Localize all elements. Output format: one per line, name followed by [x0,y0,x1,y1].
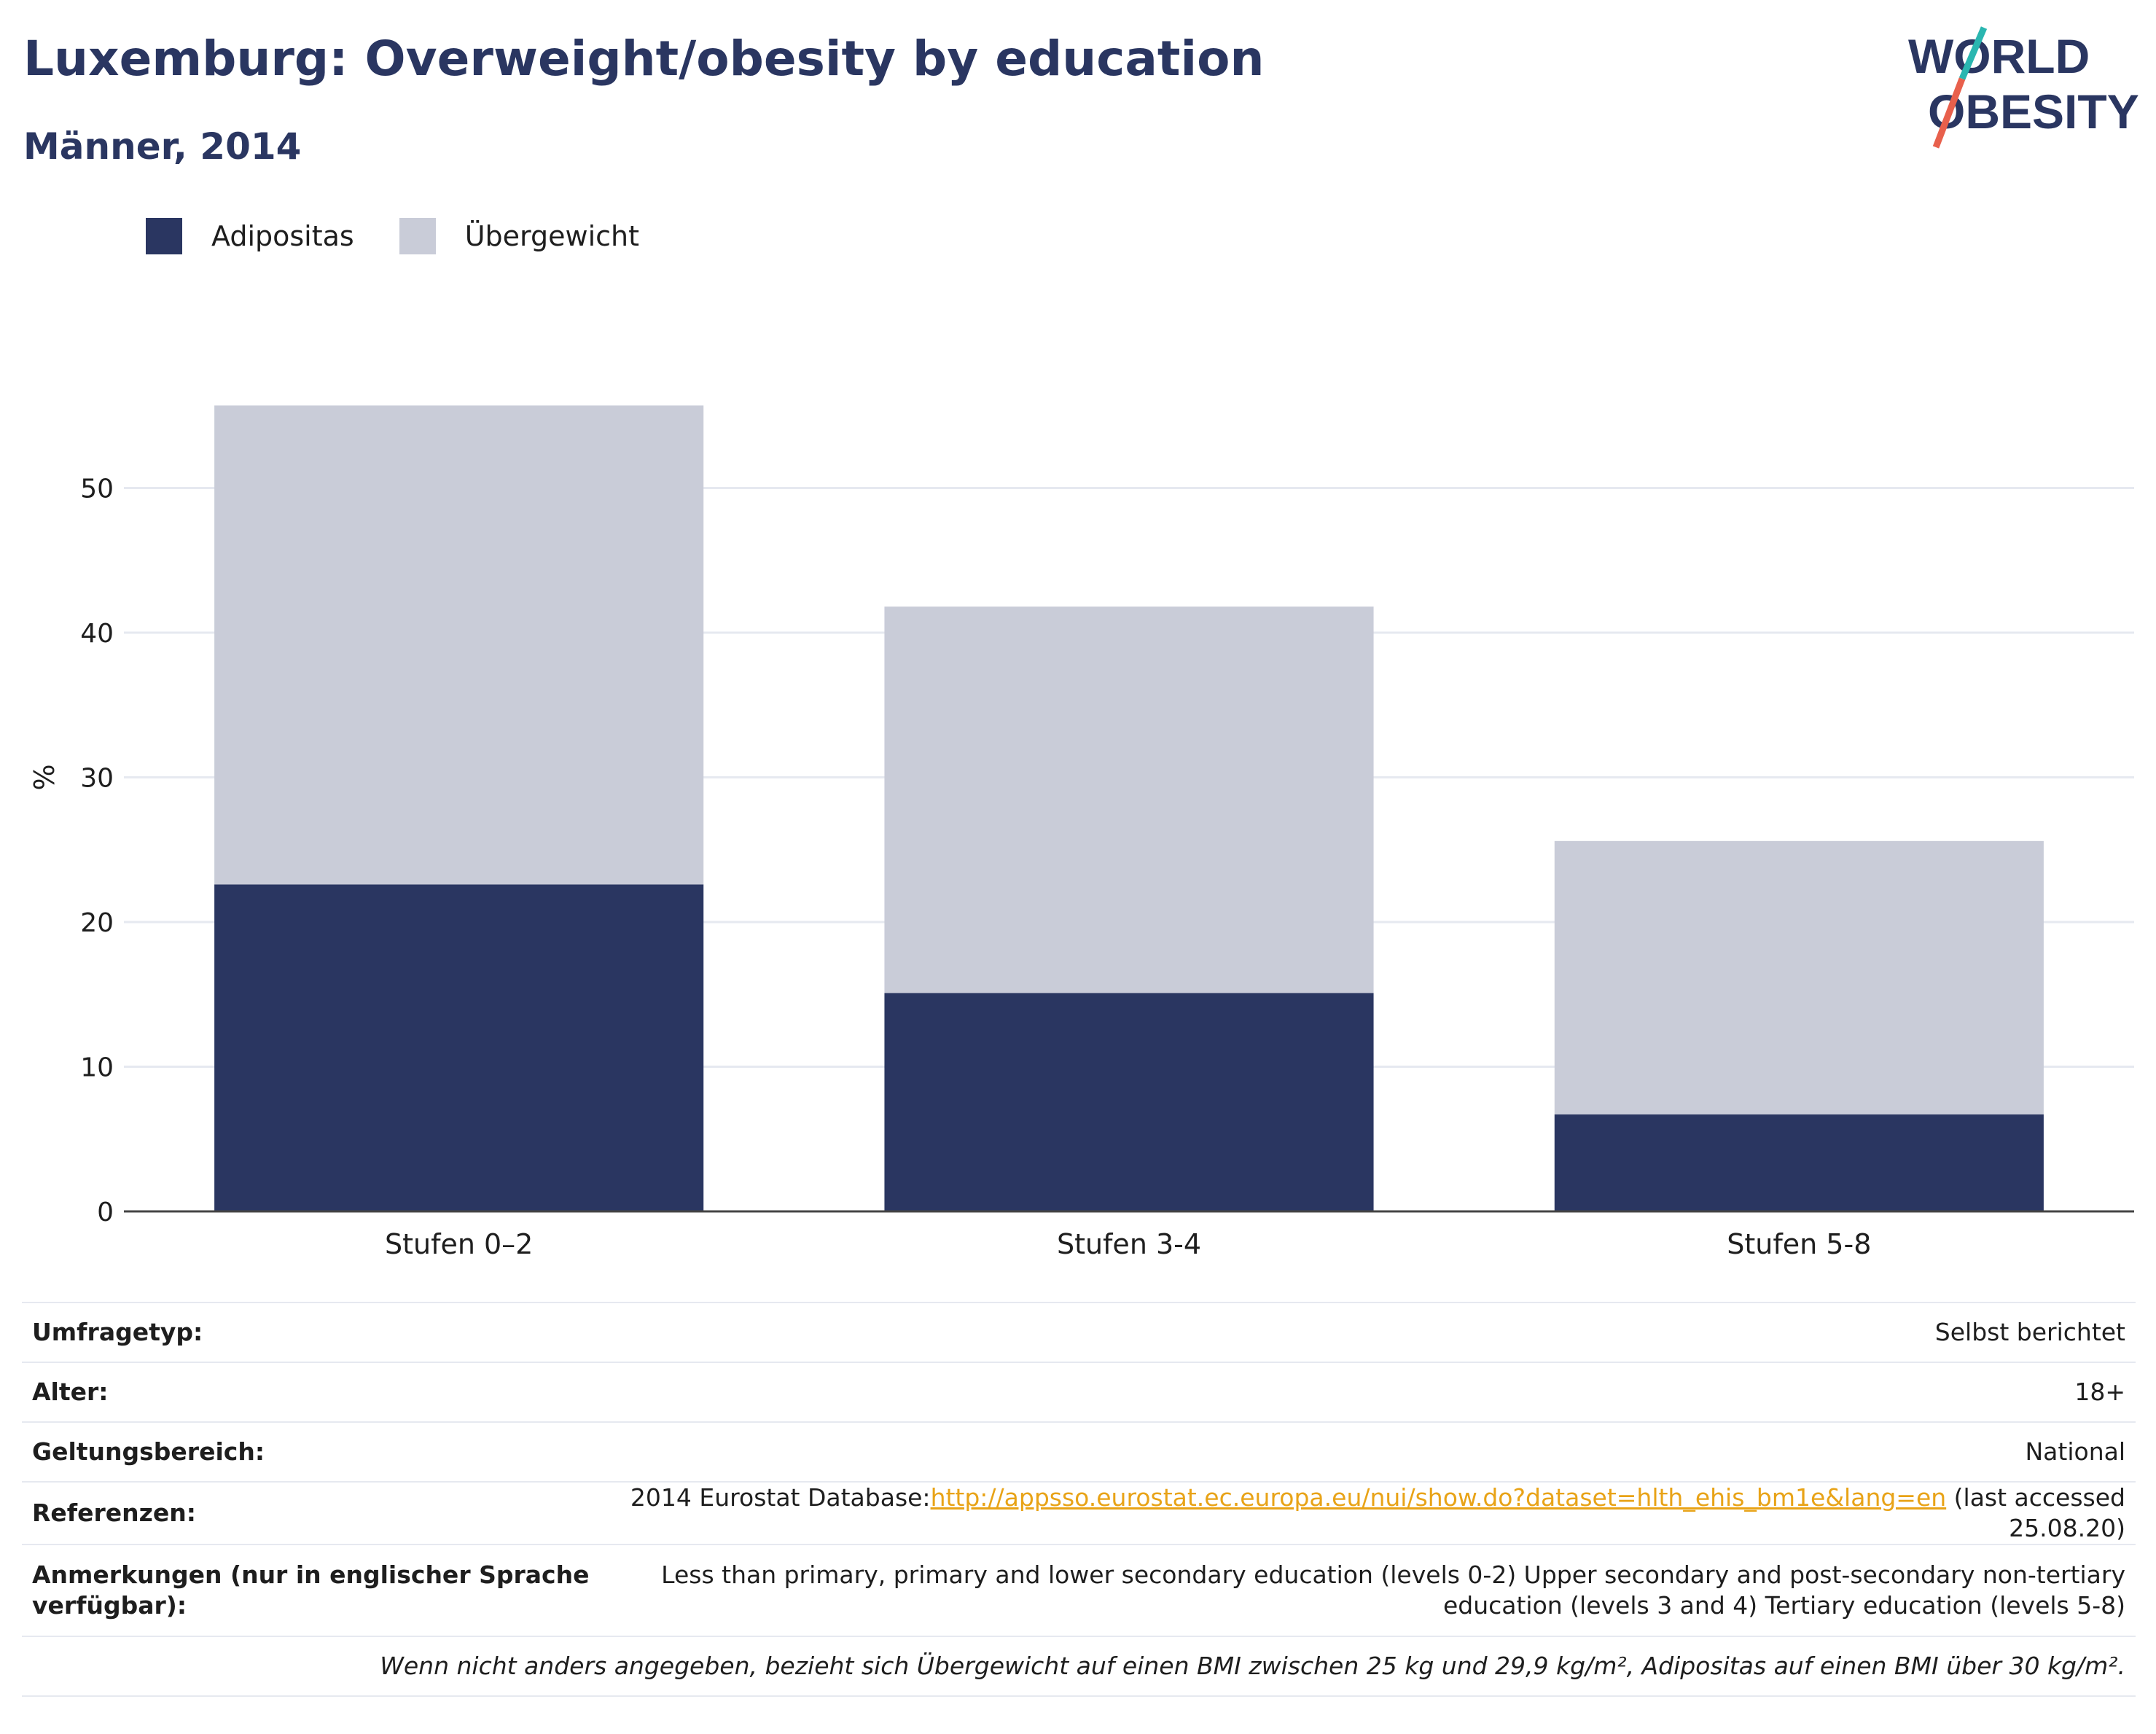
bar-uebergewicht-2 [884,606,1374,993]
bar-chart: 0 10 20 30 40 50% Stufen 0–2 Stufen 3-4 Stufen 5… [28,405,2134,1260]
bar-adipositas-2 [884,993,1374,1211]
info-row-bmi-note: Wenn nicht anders angegeben, bezieht sic… [22,1636,2136,1697]
info-row-age: Alter: 18+ [22,1362,2136,1422]
logo-text-obesity: OBESITY [1928,85,2139,138]
logo-slash-red [1932,77,1966,149]
info-row-survey: Umfragetyp: Selbst berichtet [22,1302,2136,1362]
bmi-note: Wenn nicht anders angegeben, bezieht sic… [22,1636,2136,1697]
reference-link[interactable]: http://appsso.eurostat.ec.europa.eu/nui/… [930,1483,1947,1512]
legend-item-uebergewicht[interactable]: Übergewicht [399,218,639,254]
y-axis-label: % [28,764,60,790]
info-value-age: 18+ [611,1362,2136,1422]
chart-legend: Adipositas Übergewicht [146,217,684,255]
info-table: Umfragetyp: Selbst berichtet Alter: 18+ … [22,1302,2136,1697]
bar-uebergewicht-3 [1554,840,2044,1115]
info-key-age: Alter: [22,1362,611,1422]
info-key-notes: Anmerkungen (nur in englischer Sprache v… [22,1544,611,1636]
logo-text-world: WORLD [1908,29,2090,83]
info-value-survey: Selbst berichtet [611,1302,2136,1362]
info-value-notes: Less than primary, primary and lower sec… [611,1544,2136,1636]
reference-prefix: 2014 Eurostat Database: [630,1483,931,1512]
legend-label-adipositas: Adipositas [211,220,354,252]
chart-subtitle: Männer, 2014 [23,125,302,168]
y-tick-label-40: 40 [80,619,114,649]
x-tick-label-2: Stufen 3-4 [1057,1228,1201,1260]
x-tick-label-3: Stufen 5-8 [1727,1228,1871,1260]
bar-adipositas-3 [1554,1114,2044,1211]
info-value-scope: National [611,1421,2136,1482]
info-row-notes: Anmerkungen (nur in englischer Sprache v… [22,1544,2136,1636]
y-tick-label-30: 30 [80,764,114,794]
y-tick-label-0: 0 [97,1198,114,1227]
info-row-scope: Geltungsbereich: National [22,1421,2136,1482]
x-tick-label-1: Stufen 0–2 [385,1228,533,1260]
legend-label-uebergewicht: Übergewicht [464,220,639,252]
logo-slash-teal [1958,26,1988,80]
y-tick-label-20: 20 [80,908,114,938]
chart-title: Luxemburg: Overweight/obesity by educati… [23,31,1265,87]
info-value-references: 2014 Eurostat Database:http://appsso.eur… [611,1481,2136,1544]
info-key-references: Referenzen: [22,1481,611,1544]
bar-uebergewicht-1 [214,405,704,885]
info-row-references: Referenzen: 2014 Eurostat Database:http:… [22,1481,2136,1544]
bar-adipositas-1 [214,884,704,1211]
y-tick-label-50: 50 [80,474,114,504]
legend-swatch-adipositas [146,218,182,254]
info-key-scope: Geltungsbereich: [22,1421,611,1482]
y-tick-label-10: 10 [80,1053,114,1083]
reference-suffix: (last accessed 25.08.20) [1946,1483,2125,1542]
info-key-survey: Umfragetyp: [22,1302,611,1362]
world-obesity-logo: WORLD OBESITY [1908,26,2139,149]
legend-swatch-uebergewicht [399,218,436,254]
legend-item-adipositas[interactable]: Adipositas [146,218,354,254]
